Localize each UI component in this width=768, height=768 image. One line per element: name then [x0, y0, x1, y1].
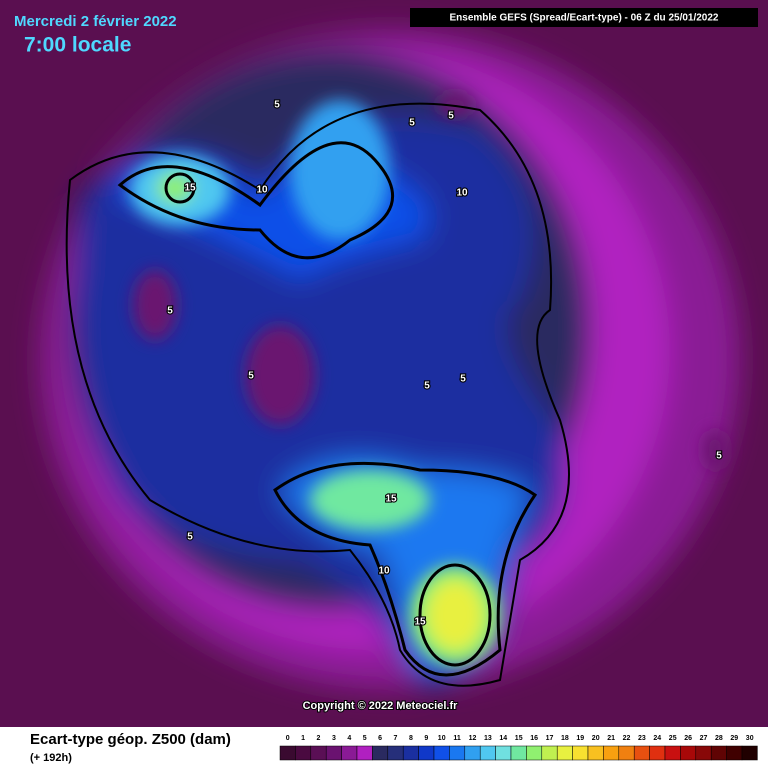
- header-box: [410, 8, 758, 27]
- colorbar-tick-label: 24: [653, 735, 661, 742]
- colorbar-cell: [356, 745, 373, 761]
- colorbar-tick-label: 29: [730, 735, 738, 742]
- contour-label: 10: [378, 566, 390, 577]
- colorbar-tick-label: 8: [409, 735, 413, 742]
- contour-label: 5: [274, 100, 280, 111]
- copyright: Copyright © 2022 Meteociel.fr: [303, 700, 459, 712]
- colorbar-cell: [664, 745, 681, 761]
- colorbar-tick-label: 27: [700, 735, 708, 742]
- colorbar: 0 1 2 3 4 5 6 7 8 9 10 11 12 13 14 15 16 17 18 19 20 21 22 23 24…: [279, 735, 758, 761]
- colorbar-tick-label: 23: [638, 735, 646, 742]
- colorbar-cell: [741, 745, 758, 761]
- colorbar-tick-label: 2: [317, 735, 321, 742]
- colorbar-tick-label: 7: [394, 735, 398, 742]
- colorbar-cell: [449, 745, 466, 761]
- colorbar-tick-label: 18: [561, 735, 569, 742]
- colorbar-cell: [556, 745, 573, 761]
- colorbar-tick-label: 3: [332, 735, 336, 742]
- contour-labels: 15 10 5 5 5 10 5 5 5 5 5 15 5 10 15: [166, 99, 723, 629]
- colorbar-cell: [279, 745, 296, 761]
- contour-label: 5: [248, 371, 254, 382]
- colorbar-tick-label: 28: [715, 735, 723, 742]
- legend-title: Ecart-type géop. Z500 (dam): [30, 731, 231, 748]
- colorbar-tick-label: 10: [438, 735, 446, 742]
- colorbar-tick-label: 17: [546, 735, 554, 742]
- colorbar-tick-label: 21: [607, 735, 615, 742]
- colorbar-cell: [372, 745, 389, 761]
- colorbar-cell: [633, 745, 650, 761]
- colorbar-tick-label: 19: [576, 735, 584, 742]
- colorbar-cell: [510, 745, 527, 761]
- colorbar-cell: [572, 745, 589, 761]
- colorbar-cell: [526, 745, 543, 761]
- colorbar-tick-label: 14: [499, 735, 507, 742]
- colorbar-cell: [710, 745, 727, 761]
- map-date: Mercredi 2 février 2022: [14, 13, 177, 30]
- colorbar-tick-label: 20: [592, 735, 600, 742]
- colorbar-cell: [310, 745, 327, 761]
- colorbar-cell: [464, 745, 481, 761]
- colorbar-tick-label: 25: [669, 735, 677, 742]
- colorbar-cell: [618, 745, 635, 761]
- colorbar-cell: [295, 745, 312, 761]
- colorbar-cell: [402, 745, 419, 761]
- contour-label: 5: [460, 374, 466, 385]
- colorbar-tick-label: 11: [453, 735, 461, 742]
- contour-label: 5: [716, 451, 722, 462]
- colorbar-tick-label: 1: [301, 735, 305, 742]
- contour-label: 10: [256, 185, 268, 196]
- contour-label: 5: [448, 111, 454, 122]
- map: [0, 0, 768, 727]
- colorbar-cell: [603, 745, 620, 761]
- colorbar-cell: [387, 745, 404, 761]
- colorbar-cell: [418, 745, 435, 761]
- contour-label: 5: [167, 306, 173, 317]
- colorbar-tick-label: 6: [378, 735, 382, 742]
- colorbar-tick-label: 5: [363, 735, 367, 742]
- colorbar-tick-label: 15: [515, 735, 523, 742]
- model-info: Ensemble GEFS (Spread/Ecart-type) - 06 Z…: [450, 13, 719, 24]
- colorbar-cell: [695, 745, 712, 761]
- colorbar-tick-label: 16: [530, 735, 538, 742]
- contour-label: 5: [424, 381, 430, 392]
- contour-label: 5: [409, 118, 415, 129]
- colorbar-cell: [680, 745, 697, 761]
- contour-label: 5: [187, 532, 193, 543]
- contour-label: 15: [385, 494, 397, 505]
- colorbar-cell: [726, 745, 743, 761]
- colorbar-cell: [325, 745, 342, 761]
- colorbar-cell: [433, 745, 450, 761]
- map-time: 7:00 locale: [24, 34, 131, 57]
- colorbar-cell: [649, 745, 666, 761]
- contour-label: 15: [414, 617, 426, 628]
- colorbar-tick-label: 4: [347, 735, 351, 742]
- colorbar-tick-label: 12: [469, 735, 477, 742]
- colorbar-cell: [541, 745, 558, 761]
- colorbar-tick-label: 22: [623, 735, 631, 742]
- contour-label: 15: [184, 183, 196, 194]
- colorbar-tick-label: 13: [484, 735, 492, 742]
- contour-label: 10: [456, 188, 468, 199]
- colorbar-cell: [587, 745, 604, 761]
- legend-subtitle: (+ 192h): [30, 752, 72, 764]
- colorbar-tick-label: 0: [286, 735, 290, 742]
- colorbar-cell: [341, 745, 358, 761]
- colorbar-tick-label: 9: [424, 735, 428, 742]
- colorbar-tick-label: 30: [746, 735, 754, 742]
- colorbar-tick-label: 26: [684, 735, 692, 742]
- colorbar-cell: [495, 745, 512, 761]
- colorbar-cell: [479, 745, 496, 761]
